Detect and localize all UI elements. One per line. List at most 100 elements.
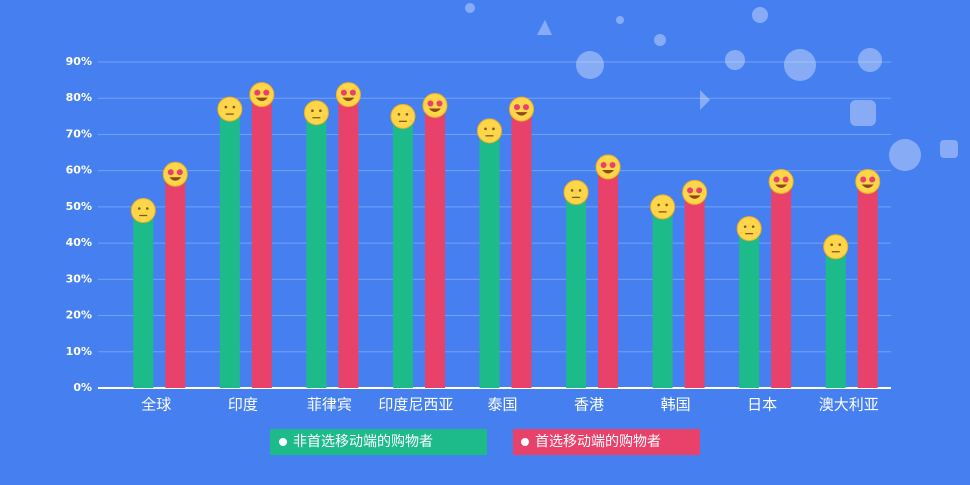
bar bbox=[598, 167, 619, 388]
emoji-eye bbox=[405, 113, 409, 116]
emoji bbox=[303, 100, 329, 126]
emoji-eye bbox=[254, 89, 261, 96]
emoji-eye bbox=[397, 113, 401, 116]
bar bbox=[251, 94, 272, 388]
x-tick-label: 韩国 bbox=[661, 396, 691, 414]
legend-label: 首选移动端的购物者 bbox=[535, 434, 661, 450]
emoji-eye bbox=[311, 109, 314, 113]
emoji-eye bbox=[176, 169, 183, 176]
emoji-eye bbox=[751, 225, 755, 228]
decoration bbox=[465, 3, 958, 171]
y-tick-label: 20% bbox=[66, 309, 92, 322]
emoji bbox=[249, 82, 275, 108]
emoji-eye bbox=[743, 225, 747, 228]
emoji bbox=[217, 96, 243, 122]
y-tick-label: 40% bbox=[66, 236, 92, 249]
y-tick-label: 70% bbox=[66, 127, 92, 140]
emoji-eye bbox=[167, 169, 174, 176]
emoji bbox=[390, 103, 416, 129]
bar bbox=[306, 112, 327, 388]
emoji-eye bbox=[349, 89, 356, 96]
y-tick-label: 80% bbox=[66, 91, 92, 104]
bar bbox=[652, 206, 673, 388]
emoji-eye bbox=[145, 207, 149, 210]
x-tick-label: 澳大利亚 bbox=[819, 396, 879, 414]
emoji-mouth bbox=[428, 108, 441, 112]
emoji bbox=[335, 82, 361, 108]
emoji bbox=[130, 198, 156, 224]
emoji-eye bbox=[523, 104, 529, 111]
x-tick-label: 菲律宾 bbox=[307, 396, 352, 414]
emoji bbox=[162, 161, 188, 187]
bar bbox=[338, 94, 359, 388]
y-tick-label: 0% bbox=[73, 381, 92, 394]
legend-label: 非首选移动端的购物者 bbox=[293, 434, 433, 450]
emoji-eye bbox=[665, 203, 668, 207]
emoji-eye bbox=[224, 105, 228, 109]
x-tick-label: 印度 bbox=[228, 396, 258, 414]
bar bbox=[857, 181, 878, 388]
bar bbox=[511, 109, 532, 388]
emoji-eye bbox=[484, 127, 487, 131]
y-tick-label: 50% bbox=[66, 200, 92, 213]
emoji-eye bbox=[436, 100, 443, 107]
emoji-eye bbox=[232, 105, 236, 109]
emoji-mouth bbox=[255, 97, 268, 102]
legend-dot bbox=[521, 438, 529, 446]
emoji bbox=[736, 216, 762, 242]
emoji-eye bbox=[427, 100, 434, 107]
emoji-eye bbox=[687, 187, 694, 194]
bar bbox=[566, 192, 587, 388]
emoji bbox=[477, 118, 502, 144]
emoji bbox=[823, 234, 849, 260]
x-tick-label: 印度尼西亚 bbox=[378, 396, 453, 414]
legend-swatch bbox=[270, 429, 487, 455]
emoji-eye bbox=[137, 207, 141, 210]
emoji-mouth bbox=[515, 112, 528, 116]
emoji-eye bbox=[340, 89, 347, 96]
legend-swatch bbox=[513, 429, 700, 455]
x-tick-label: 泰国 bbox=[487, 396, 517, 414]
emoji-eye bbox=[492, 127, 495, 131]
emoji-eye bbox=[570, 189, 574, 192]
bar bbox=[424, 105, 445, 388]
bar bbox=[392, 116, 413, 388]
y-tick-label: 90% bbox=[66, 55, 92, 68]
emoji-eye bbox=[319, 109, 322, 113]
bar bbox=[479, 130, 500, 389]
emoji-mouth bbox=[775, 184, 788, 189]
emoji bbox=[768, 169, 794, 195]
emoji bbox=[595, 154, 621, 180]
emoji bbox=[509, 96, 534, 122]
x-tick-label: 全球 bbox=[141, 396, 171, 414]
bar bbox=[133, 210, 154, 388]
emoji-mouth bbox=[342, 97, 355, 102]
emoji-eye bbox=[696, 187, 703, 194]
emoji-eye bbox=[782, 176, 789, 183]
emoji-eye bbox=[609, 162, 616, 169]
x-tick-label: 香港 bbox=[574, 396, 604, 414]
bar bbox=[684, 192, 705, 388]
emoji-mouth bbox=[169, 177, 182, 181]
bar bbox=[825, 246, 846, 388]
emoji bbox=[855, 169, 881, 195]
emoji-eye bbox=[657, 203, 660, 207]
emoji-eye bbox=[263, 89, 270, 96]
emoji bbox=[563, 179, 589, 205]
legend-dot bbox=[279, 438, 287, 446]
emoji-eye bbox=[514, 104, 520, 111]
emoji-eye bbox=[869, 176, 876, 183]
bar bbox=[219, 109, 240, 388]
y-tick-label: 30% bbox=[66, 272, 92, 285]
emoji-eye bbox=[773, 176, 780, 183]
emoji-eye bbox=[838, 243, 842, 247]
bar bbox=[771, 181, 792, 388]
emoji bbox=[422, 92, 448, 118]
y-tick-label: 60% bbox=[66, 164, 92, 177]
bar bbox=[739, 228, 760, 388]
emoji bbox=[650, 194, 676, 220]
emoji-eye bbox=[600, 162, 607, 169]
emoji bbox=[682, 179, 708, 205]
